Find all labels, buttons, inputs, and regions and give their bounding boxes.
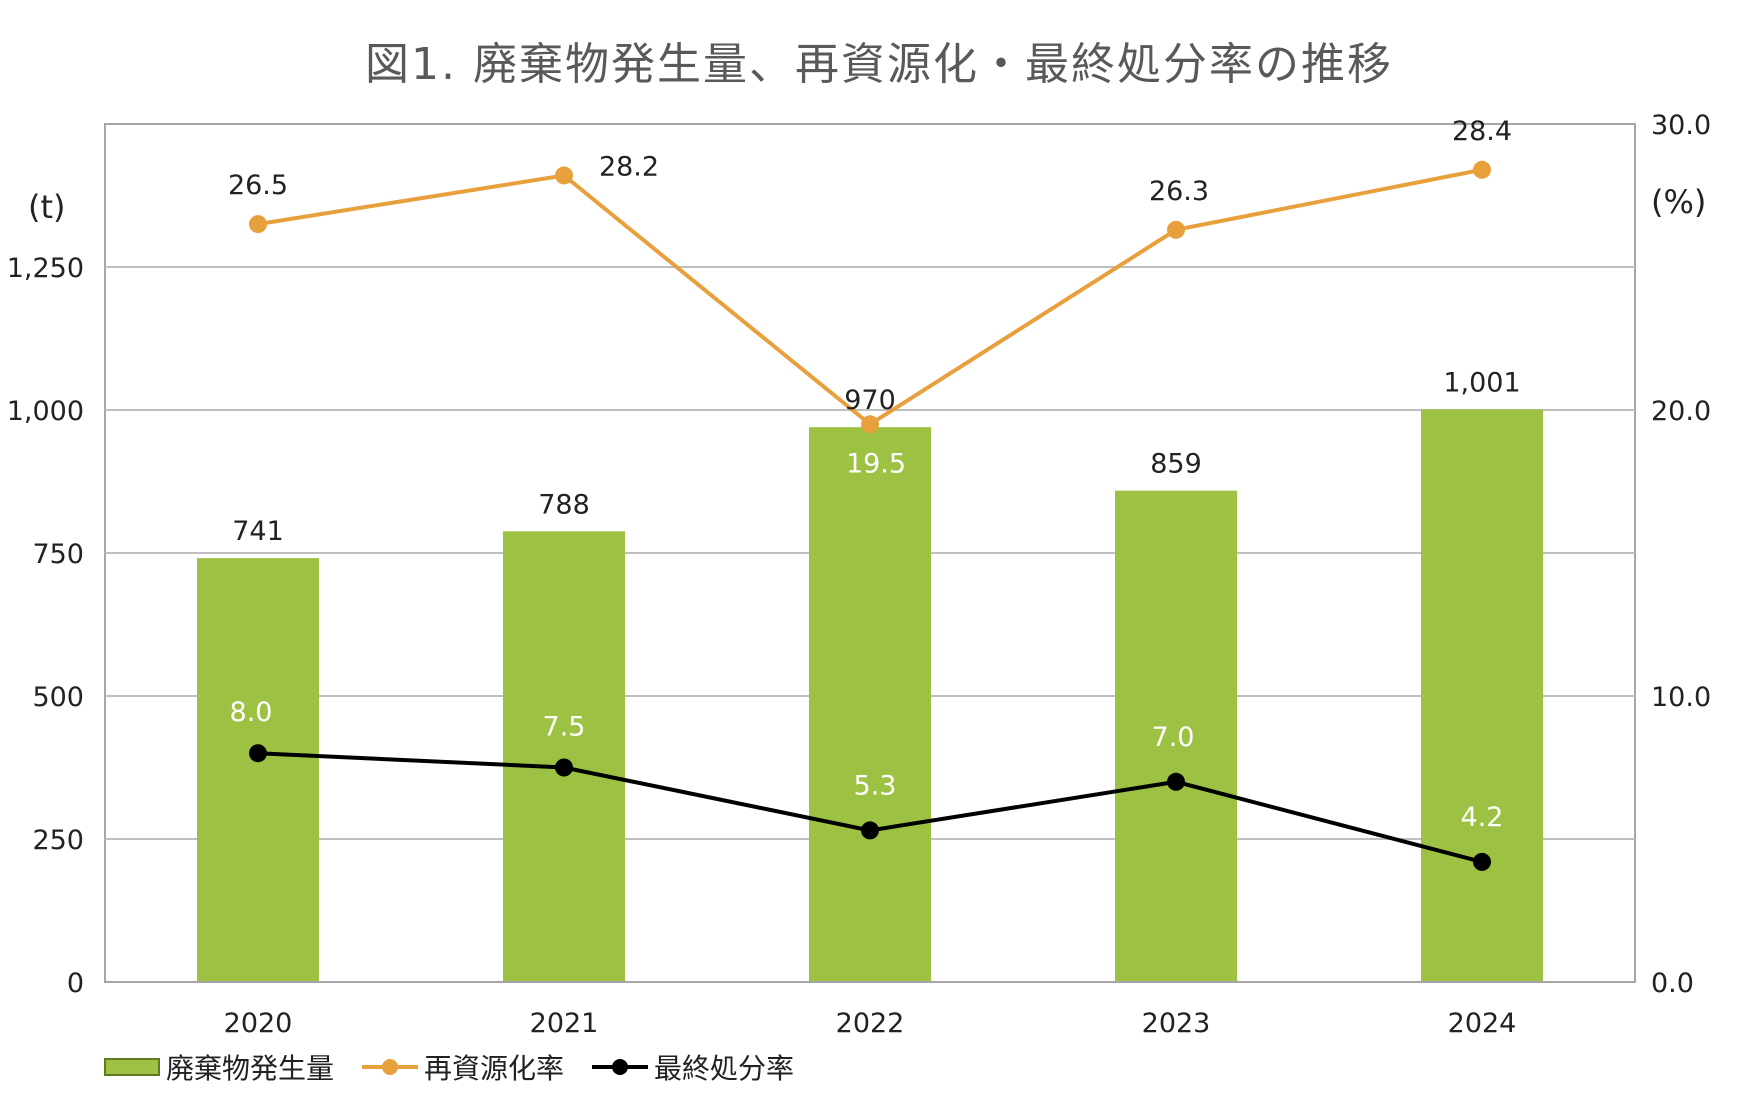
recycling-point-2023: [1167, 220, 1185, 239]
data-labels: 741 788 970 859 1,001 26.5 28.2 19.5 26.3 28.4 8.0…: [228, 116, 1521, 833]
bar-waste-2021: [503, 531, 625, 982]
bar-waste-2024: [1421, 409, 1543, 983]
right-axis-unit: (%): [1651, 183, 1706, 221]
x-axis-tick-label: 2024: [1448, 1008, 1517, 1039]
bar-waste-2023: [1115, 490, 1237, 982]
right-axis-tick-label: 20.0: [1651, 396, 1711, 427]
left-axis-tick-label: 500: [32, 682, 84, 713]
recycling-value-label: 28.2: [599, 151, 659, 182]
bar-value-label: 741: [232, 516, 284, 547]
x-axis-tick-label: 2021: [530, 1008, 599, 1039]
right-axis-tick-label: 30.0: [1651, 110, 1711, 141]
bar-value-label: 788: [538, 489, 590, 520]
legend-item-recycling: 再資源化率: [362, 1047, 564, 1087]
left-axis-tick-label: 1,250: [7, 253, 84, 284]
disposal-value-label: 8.0: [230, 697, 273, 728]
disposal-point-2024: [1473, 852, 1491, 871]
disposal-value-label: 4.2: [1461, 802, 1504, 833]
legend-label-disposal: 最終処分率: [654, 1052, 795, 1085]
recycling-value-label: 26.3: [1149, 176, 1209, 207]
axes: 0 250 500 750 1,000 1,250 0.0 10.0 20.0 30.0 (t) (%…: [7, 110, 1711, 1039]
legend-swatch-waste: [104, 1058, 160, 1076]
right-axis-tick-label: 10.0: [1651, 682, 1711, 713]
bar-series: [197, 409, 1543, 983]
legend-label-waste: 廃棄物発生量: [166, 1052, 335, 1085]
left-axis-tick-label: 1,000: [7, 396, 84, 427]
disposal-point-2021: [555, 758, 573, 777]
left-axis-tick-label: 250: [32, 825, 84, 856]
x-axis-tick-label: 2023: [1142, 1008, 1211, 1039]
x-axis-tick-label: 2022: [836, 1008, 905, 1039]
disposal-value-label: 5.3: [854, 770, 897, 801]
legend-label-recycling: 再資源化率: [424, 1052, 565, 1085]
disposal-point-2023: [1167, 772, 1185, 791]
disposal-value-label: 7.5: [543, 712, 586, 743]
bar-waste-2022: [809, 427, 931, 982]
legend-swatch-disposal: [592, 1057, 649, 1077]
recycling-point-2020: [249, 215, 267, 234]
bar-value-label: 970: [844, 385, 896, 416]
left-axis-unit: (t): [28, 188, 66, 226]
left-axis-tick-label: 750: [32, 539, 84, 570]
disposal-point-2020: [249, 744, 267, 763]
left-axis-tick-label: 0: [67, 968, 84, 999]
legend-swatch-recycling: [362, 1057, 419, 1077]
right-axis-tick-label: 0.0: [1651, 968, 1694, 999]
recycling-point-2024: [1473, 160, 1491, 179]
disposal-value-label: 7.0: [1152, 722, 1195, 753]
recycling-point-2021: [555, 166, 573, 185]
disposal-point-2022: [861, 821, 879, 840]
legend: 廃棄物発生量 再資源化率 最終処分率: [104, 1047, 822, 1087]
recycling-value-label: 28.4: [1452, 116, 1512, 147]
bar-value-label: 1,001: [1443, 367, 1520, 398]
recycling-point-2022: [861, 415, 879, 434]
chart-title: 図1. 廃棄物発生量、再資源化・最終処分率の推移: [365, 39, 1393, 90]
legend-item-disposal: 最終処分率: [592, 1047, 794, 1087]
recycling-value-label: 26.5: [228, 170, 288, 201]
legend-item-waste: 廃棄物発生量: [104, 1047, 334, 1087]
recycling-value-label: 19.5: [846, 448, 906, 479]
bar-waste-2020: [197, 558, 319, 982]
x-axis-tick-label: 2020: [224, 1008, 293, 1039]
line-series: [249, 160, 1491, 871]
bar-value-label: 859: [1150, 449, 1202, 480]
